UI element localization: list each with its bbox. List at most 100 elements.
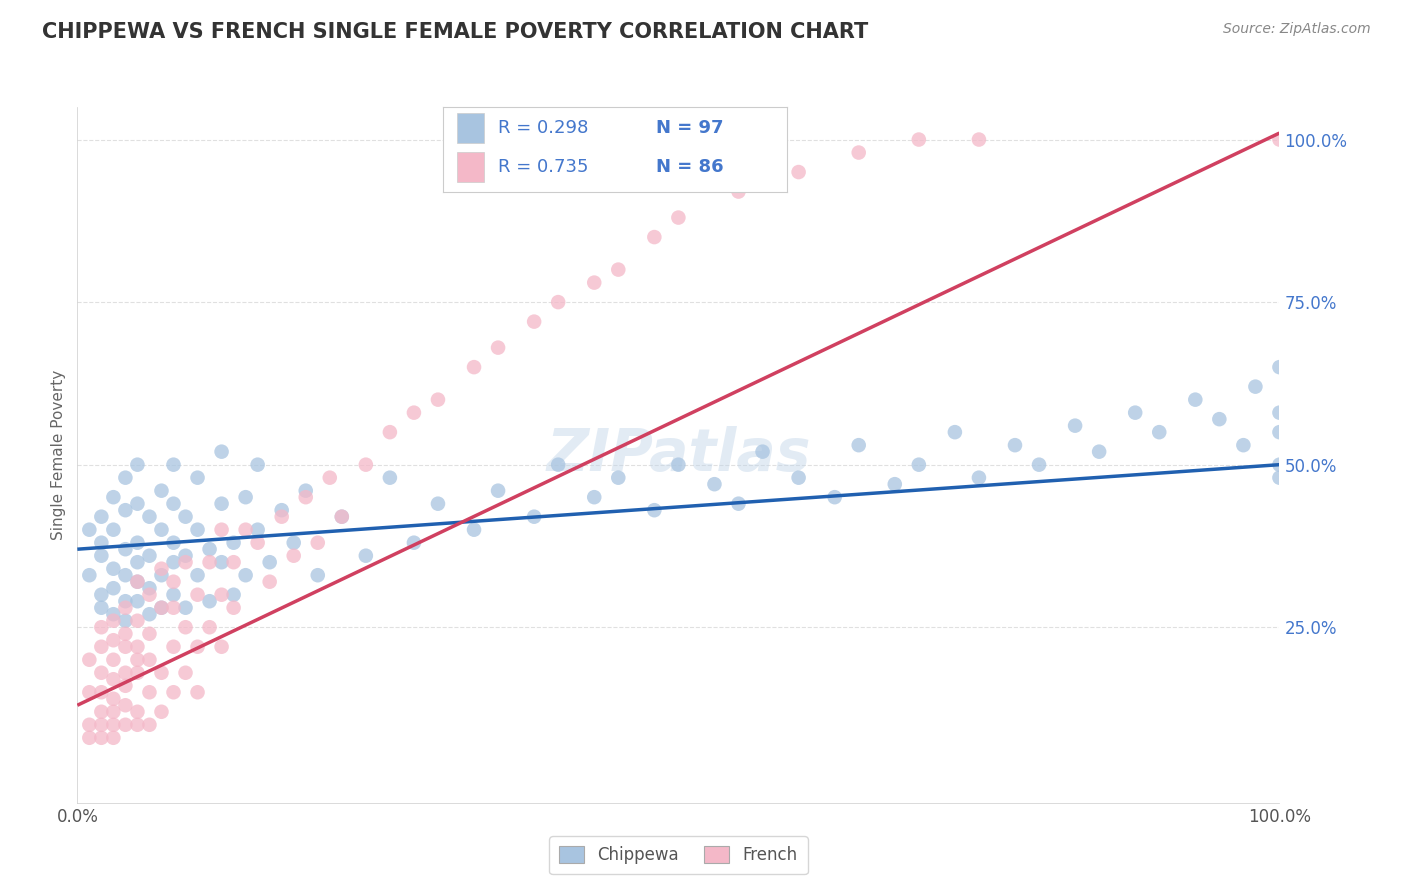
Point <box>1028 458 1050 472</box>
Point <box>235 568 257 582</box>
Point <box>103 672 125 686</box>
Point <box>246 535 269 549</box>
Point <box>547 458 569 472</box>
Point <box>222 535 245 549</box>
Point <box>174 549 197 563</box>
Point <box>751 444 773 458</box>
Point <box>138 653 160 667</box>
Point <box>114 614 136 628</box>
Point <box>103 718 125 732</box>
Point <box>162 600 184 615</box>
Point <box>1208 412 1230 426</box>
Point <box>103 691 125 706</box>
Text: CHIPPEWA VS FRENCH SINGLE FEMALE POVERTY CORRELATION CHART: CHIPPEWA VS FRENCH SINGLE FEMALE POVERTY… <box>42 22 869 42</box>
Point <box>186 523 209 537</box>
Point <box>643 503 665 517</box>
Point <box>211 497 233 511</box>
Point <box>1268 360 1291 375</box>
Point <box>211 523 233 537</box>
Point <box>138 549 160 563</box>
Point <box>90 535 112 549</box>
Point <box>90 685 112 699</box>
Point <box>127 574 149 589</box>
Point <box>162 555 184 569</box>
Point <box>607 471 630 485</box>
Point <box>103 705 125 719</box>
Point <box>1268 132 1291 146</box>
Point <box>583 490 606 504</box>
Point <box>90 549 112 563</box>
Point <box>114 600 136 615</box>
Text: R = 0.735: R = 0.735 <box>498 158 589 176</box>
Point <box>150 665 173 680</box>
Point <box>186 685 209 699</box>
Point <box>1268 458 1291 472</box>
Point <box>211 555 233 569</box>
Point <box>103 490 125 504</box>
Point <box>127 640 149 654</box>
Point <box>486 483 509 498</box>
Point <box>90 509 112 524</box>
Point <box>150 523 173 537</box>
Point <box>235 523 257 537</box>
Point <box>174 555 197 569</box>
Point <box>127 594 149 608</box>
Point <box>259 555 281 569</box>
Point <box>90 588 112 602</box>
Point <box>150 600 173 615</box>
Point <box>90 731 112 745</box>
Point <box>1123 406 1146 420</box>
Y-axis label: Single Female Poverty: Single Female Poverty <box>51 370 66 540</box>
Point <box>114 594 136 608</box>
Point <box>211 588 233 602</box>
Point <box>150 483 173 498</box>
Point <box>330 509 353 524</box>
Point <box>668 458 690 472</box>
Point <box>222 555 245 569</box>
Point <box>787 471 810 485</box>
Point <box>90 640 112 654</box>
Point <box>668 211 690 225</box>
Point <box>186 568 209 582</box>
Point <box>90 665 112 680</box>
Point <box>294 483 316 498</box>
Point <box>103 523 125 537</box>
Point <box>523 509 546 524</box>
Point <box>162 458 184 472</box>
Point <box>1184 392 1206 407</box>
Point <box>354 549 377 563</box>
Point <box>583 276 606 290</box>
Point <box>1268 425 1291 439</box>
Point <box>127 653 149 667</box>
Point <box>848 438 870 452</box>
Point <box>103 607 125 622</box>
Point <box>90 600 112 615</box>
Point <box>1268 406 1291 420</box>
Point <box>246 523 269 537</box>
Text: R = 0.298: R = 0.298 <box>498 119 588 136</box>
Point <box>114 503 136 517</box>
Point <box>150 562 173 576</box>
Text: N = 86: N = 86 <box>657 158 724 176</box>
Point <box>138 607 160 622</box>
Point <box>150 600 173 615</box>
Point <box>883 477 905 491</box>
Point <box>90 705 112 719</box>
Point <box>319 471 342 485</box>
Point <box>1244 379 1267 393</box>
Point <box>174 600 197 615</box>
Point <box>198 620 221 634</box>
Point <box>114 568 136 582</box>
Point <box>114 665 136 680</box>
FancyBboxPatch shape <box>457 113 484 143</box>
Point <box>402 406 425 420</box>
Text: N = 97: N = 97 <box>657 119 724 136</box>
Point <box>162 685 184 699</box>
Point <box>235 490 257 504</box>
Point <box>222 600 245 615</box>
Point <box>127 555 149 569</box>
Point <box>967 471 990 485</box>
Point <box>127 497 149 511</box>
Point <box>703 477 725 491</box>
Point <box>150 705 173 719</box>
